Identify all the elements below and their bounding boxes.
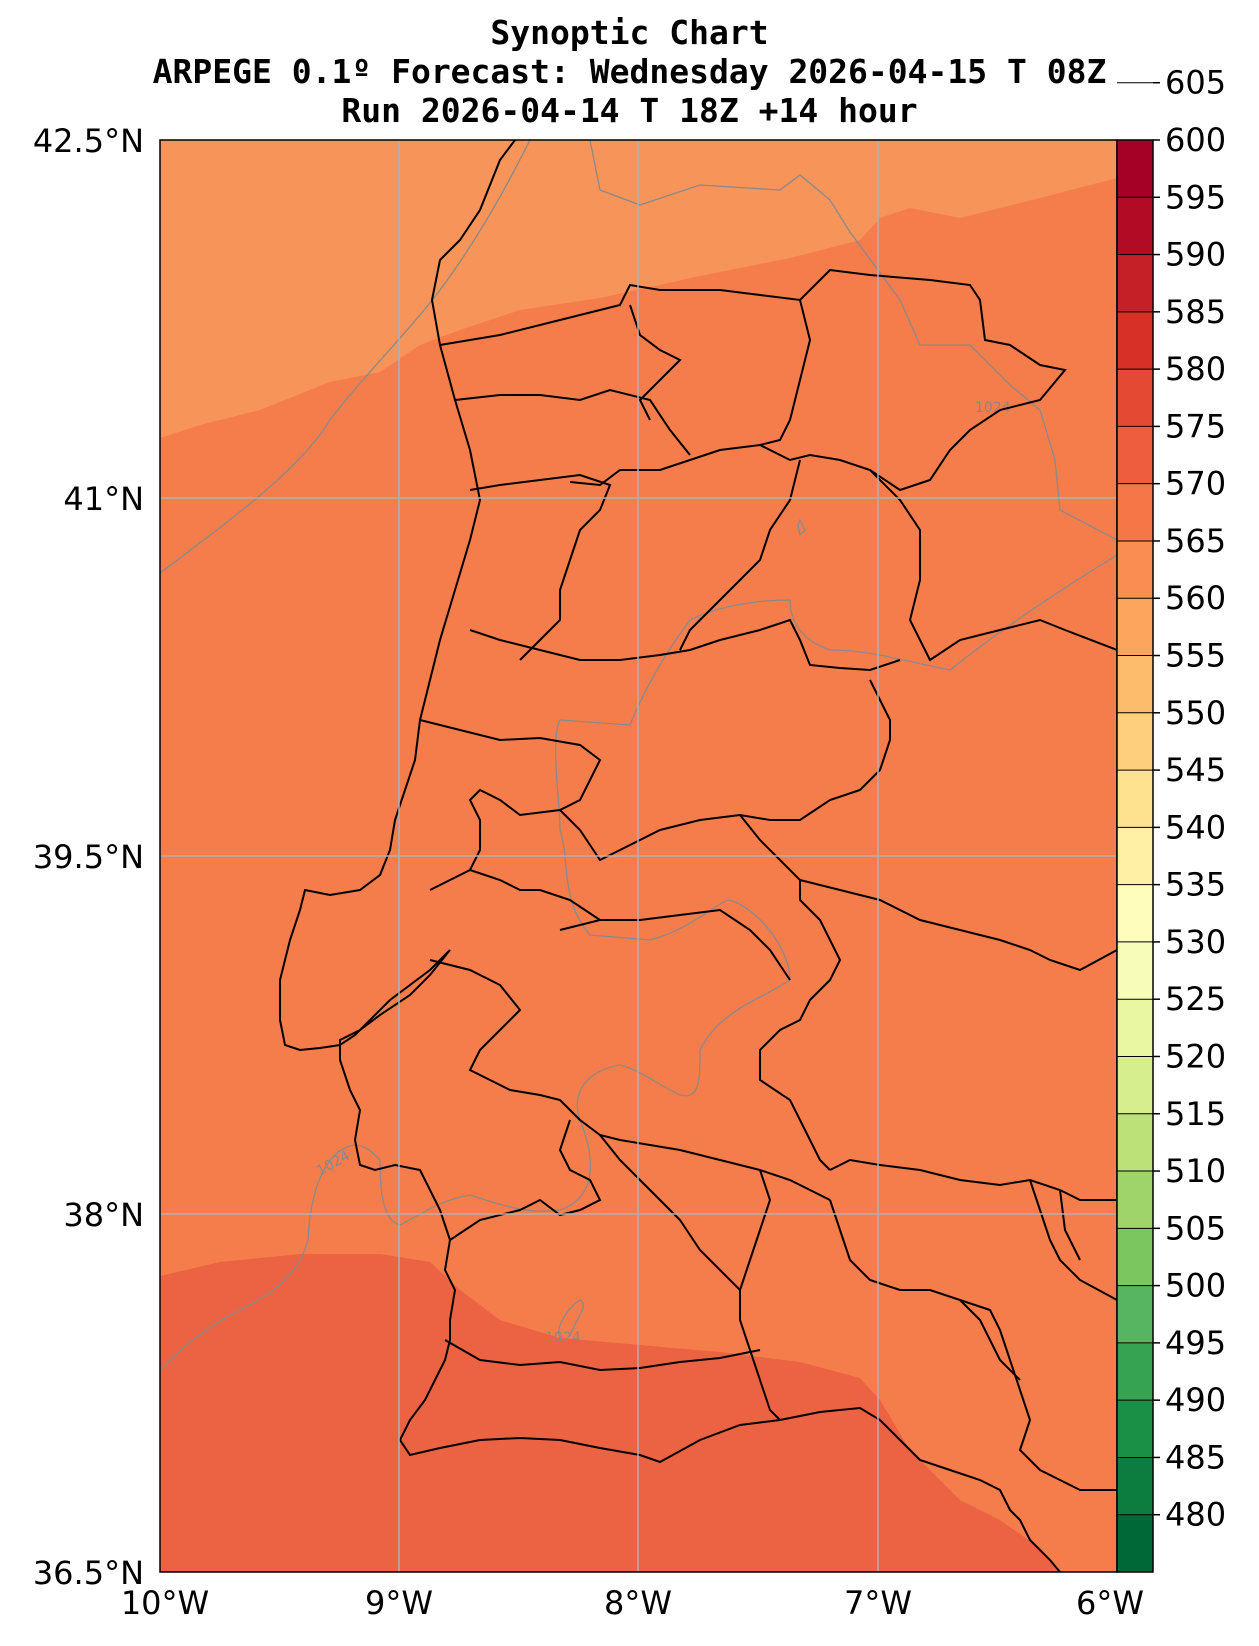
colorbar-label: 530: [1165, 923, 1226, 961]
colorbar-label: 555: [1165, 637, 1226, 675]
colorbar-swatch: [1117, 540, 1153, 599]
colorbar-label: 545: [1165, 751, 1226, 789]
colorbar-frame: [1116, 139, 1154, 1573]
colorbar-label: 570: [1165, 465, 1226, 503]
colorbar-swatch: [1117, 999, 1153, 1057]
colorbar-swatch: [1117, 712, 1153, 771]
band-585-590: [160, 1254, 1060, 1572]
lon-label: 6°W: [1076, 1584, 1144, 1622]
lon-label: 9°W: [365, 1584, 433, 1622]
colorbar-label: 550: [1165, 694, 1226, 732]
colorbar-label: 490: [1165, 1381, 1226, 1419]
colorbar-swatch: [1117, 1285, 1153, 1344]
colorbar-label: 605: [1165, 64, 1226, 102]
isobar-label-south: 1024: [545, 1330, 581, 1346]
lon-label: 7°W: [844, 1584, 912, 1622]
lat-label: 39.5°N: [33, 838, 144, 876]
colorbar-label: 565: [1165, 522, 1226, 560]
isobars: [160, 140, 1117, 1371]
colorbar-label: 495: [1165, 1324, 1226, 1362]
lat-label: 38°N: [63, 1196, 144, 1234]
colorbar-swatch: [1117, 655, 1153, 714]
colorbar-label: 500: [1165, 1267, 1226, 1305]
colorbar-swatch: [1117, 369, 1153, 427]
colorbar-swatch: [1117, 1171, 1153, 1229]
colorbar-swatch: [1117, 1342, 1153, 1401]
colorbar-label: 505: [1165, 1209, 1226, 1247]
colorbar-label: 525: [1165, 980, 1226, 1018]
colorbar-label: 600: [1165, 121, 1226, 159]
colorbar-swatch: [1117, 827, 1153, 886]
colorbar-label: 585: [1165, 293, 1226, 331]
colorbar-label: 535: [1165, 866, 1226, 904]
isobar-label-east: 1024: [975, 400, 1011, 416]
colorbar-swatch: [1117, 1056, 1153, 1115]
colorbar-swatch: [1117, 598, 1153, 657]
colorbar-swatch: [1117, 770, 1153, 828]
map-area: 1024 1024 1024: [160, 140, 1117, 1572]
colorbar-swatch: [1117, 884, 1153, 943]
lat-label: 42.5°N: [33, 122, 144, 160]
chart-title: Synoptic Chart: [490, 13, 769, 52]
colorbar-swatch: [1117, 254, 1153, 313]
colorbar-swatch: [1117, 140, 1153, 198]
colorbar-label: 580: [1165, 350, 1226, 388]
forecast-subtitle: ARPEGE 0.1º Forecast: Wednesday 2026-04-…: [152, 52, 1107, 91]
colorbar-swatch: [1117, 1400, 1153, 1458]
colorbar-swatch: [1117, 483, 1153, 542]
colorbar-swatches: [1117, 140, 1153, 1573]
colorbar-swatch: [1117, 1113, 1153, 1172]
colorbar-label: 560: [1165, 579, 1226, 617]
lon-label: 8°W: [604, 1584, 672, 1622]
colorbar-ticks: 480 485 490 495 500 505 510 515 520 525 530 535 540 5…: [1117, 64, 1226, 1534]
lat-label: 41°N: [63, 480, 144, 518]
colorbar: 480 485 490 495 500 505 510 515 520 525 530 535 540 5…: [1116, 64, 1226, 1573]
colorbar-swatch: [1117, 426, 1153, 485]
colorbar-swatch: [1117, 1457, 1153, 1516]
colorbar-swatch: [1117, 941, 1153, 1000]
colorbar-label: 575: [1165, 407, 1226, 445]
colorbar-label: 540: [1165, 808, 1226, 846]
colorbar-swatch: [1117, 197, 1153, 256]
latitude-labels: 42.5°N 41°N 39.5°N 38°N 36.5°N: [33, 122, 144, 1592]
colorbar-label: 510: [1165, 1152, 1226, 1190]
colorbar-label: 480: [1165, 1496, 1226, 1534]
coastline: [279, 140, 1061, 1572]
longitude-labels: 10°W 9°W 8°W 7°W 6°W: [121, 1584, 1144, 1622]
colorbar-swatch: [1117, 311, 1153, 370]
lat-lon-grid: [160, 140, 1117, 1572]
lat-label: 36.5°N: [33, 1554, 144, 1592]
district-boundaries: [419, 268, 1117, 1491]
colorbar-label: 515: [1165, 1095, 1226, 1133]
lon-label: 10°W: [121, 1584, 209, 1622]
run-subtitle: Run 2026-04-14 T 18Z +14 hour: [341, 91, 918, 130]
colorbar-swatch: [1117, 1514, 1153, 1573]
colorbar-label: 520: [1165, 1037, 1226, 1075]
colorbar-swatch: [1117, 1228, 1153, 1287]
colorbar-label: 595: [1165, 178, 1226, 216]
colorbar-label: 590: [1165, 236, 1226, 274]
colorbar-label: 485: [1165, 1438, 1226, 1476]
